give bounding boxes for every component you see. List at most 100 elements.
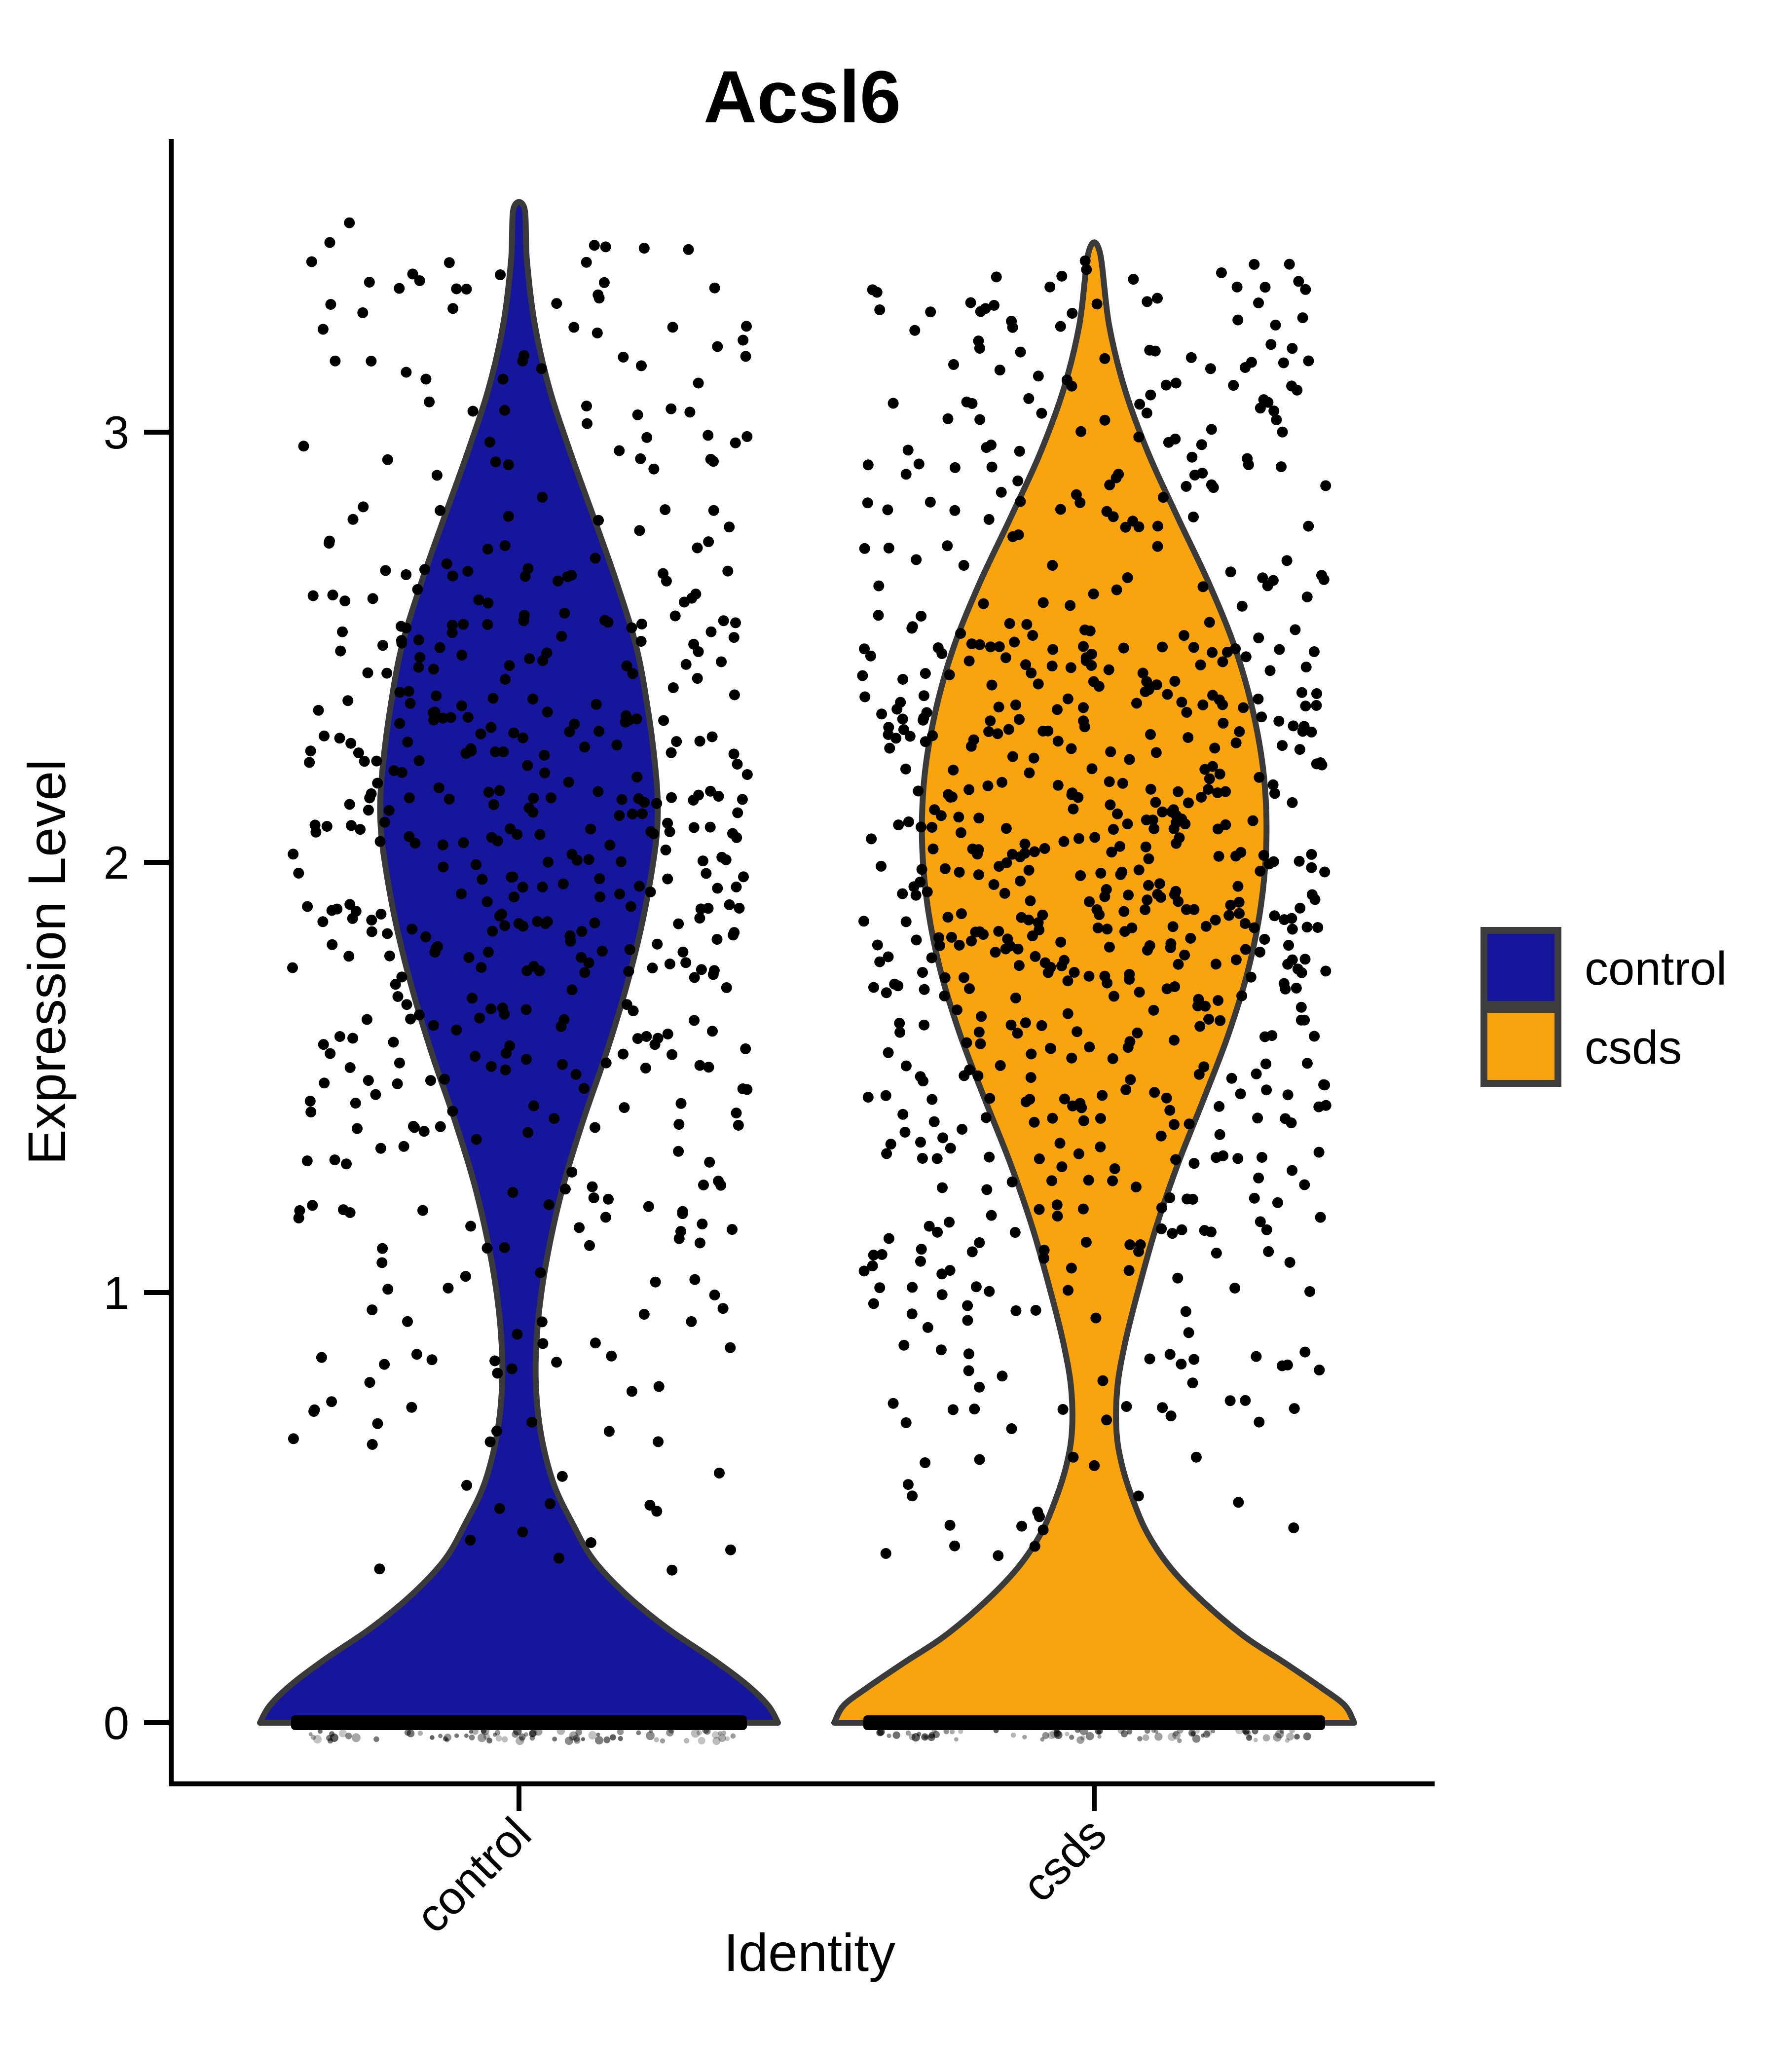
jitter-point	[1233, 1497, 1244, 1508]
jitter-point	[451, 1024, 462, 1036]
jitter-point	[329, 1154, 340, 1166]
jitter-point	[418, 1126, 430, 1137]
jitter-point	[1184, 1118, 1195, 1130]
jitter-point	[359, 756, 370, 767]
jitter-point	[431, 470, 443, 481]
jitter-point	[600, 241, 611, 253]
jitter-point	[949, 505, 961, 516]
y-tick-label: 2	[104, 837, 129, 888]
jitter-point	[460, 1271, 471, 1282]
zero-fuzz-point	[1080, 1735, 1086, 1740]
jitter-point	[1299, 1346, 1311, 1358]
jitter-point	[1055, 936, 1067, 948]
jitter-point	[446, 620, 458, 631]
jitter-point	[490, 456, 501, 468]
jitter-point	[519, 571, 531, 582]
jitter-point	[1078, 715, 1089, 727]
zero-fuzz-point	[1246, 1735, 1253, 1741]
jitter-point	[1173, 959, 1184, 970]
jitter-point	[1061, 374, 1073, 386]
zero-fuzz-point	[444, 1734, 452, 1741]
jitter-point	[367, 1439, 378, 1450]
jitter-point	[1289, 1403, 1300, 1414]
jitter-point	[388, 1036, 399, 1048]
jitter-point	[549, 1113, 560, 1124]
jitter-point	[976, 1011, 987, 1022]
jitter-point	[1052, 704, 1063, 715]
jitter-point	[559, 607, 570, 619]
jitter-point	[508, 727, 519, 739]
zero-fuzz-point	[443, 1736, 448, 1741]
jitter-point	[686, 1316, 697, 1327]
jitter-point	[500, 1064, 511, 1075]
jitter-point	[334, 1031, 345, 1042]
zero-fuzz-point	[730, 1733, 736, 1739]
jitter-point	[383, 805, 395, 816]
jitter-point	[1123, 1265, 1135, 1276]
jitter-point	[986, 679, 998, 691]
jitter-point	[858, 916, 869, 927]
jitter-point	[324, 237, 335, 248]
jitter-point	[1012, 475, 1024, 486]
jitter-point	[1046, 661, 1058, 671]
jitter-point	[626, 1386, 637, 1397]
jitter-point	[499, 1242, 510, 1253]
jitter-point	[1023, 393, 1035, 404]
jitter-point	[911, 554, 922, 565]
jitter-point	[916, 611, 927, 622]
jitter-point	[1152, 520, 1163, 532]
jitter-point	[494, 910, 505, 922]
jitter-point	[1258, 850, 1269, 861]
jitter-point	[600, 1057, 612, 1069]
jitter-point	[1187, 1377, 1198, 1389]
jitter-point	[623, 965, 634, 977]
jitter-point	[966, 935, 977, 947]
jitter-point	[1183, 732, 1194, 743]
y-tick-label: 0	[104, 1697, 129, 1749]
zero-fuzz-point	[1168, 1733, 1176, 1741]
jitter-point	[520, 1054, 532, 1065]
jitter-point	[1236, 600, 1248, 612]
jitter-point	[1141, 407, 1152, 419]
jitter-point	[703, 430, 714, 441]
jitter-point	[542, 856, 554, 868]
jitter-point	[375, 908, 387, 920]
jitter-point	[1001, 857, 1012, 868]
jitter-point	[635, 635, 647, 647]
jitter-point	[1260, 1058, 1271, 1070]
zero-fuzz-point	[1195, 1729, 1200, 1734]
jitter-point	[590, 1122, 600, 1133]
jitter-point	[1164, 1349, 1176, 1360]
jitter-point	[624, 944, 635, 955]
jitter-point	[1251, 1068, 1262, 1079]
jitter-point	[1148, 823, 1160, 834]
jitter-point	[1016, 1520, 1028, 1532]
jitter-point	[999, 888, 1010, 899]
jitter-point	[287, 962, 298, 973]
jitter-point	[569, 718, 580, 730]
jitter-point	[1000, 652, 1011, 664]
jitter-point	[1210, 959, 1221, 970]
jitter-point	[1156, 1202, 1167, 1214]
jitter-point	[1234, 908, 1245, 919]
jitter-point	[733, 1119, 744, 1131]
jitter-point	[600, 1212, 611, 1223]
jitter-point	[973, 869, 984, 881]
jitter-point	[535, 1267, 546, 1278]
jitter-point	[1225, 566, 1236, 578]
jitter-point	[859, 543, 870, 554]
jitter-point	[1063, 1285, 1073, 1296]
jitter-point	[599, 615, 611, 626]
jitter-point	[1254, 946, 1265, 958]
jitter-point	[1277, 1360, 1288, 1371]
jitter-point	[904, 731, 916, 742]
jitter-point	[1029, 846, 1040, 857]
jitter-point	[944, 1519, 956, 1531]
jitter-point	[1108, 511, 1119, 522]
jitter-point	[688, 822, 700, 833]
jitter-point	[1118, 642, 1129, 654]
zero-fuzz-point	[481, 1728, 487, 1734]
zero-fuzz-point	[339, 1729, 347, 1738]
jitter-point	[603, 1426, 615, 1437]
